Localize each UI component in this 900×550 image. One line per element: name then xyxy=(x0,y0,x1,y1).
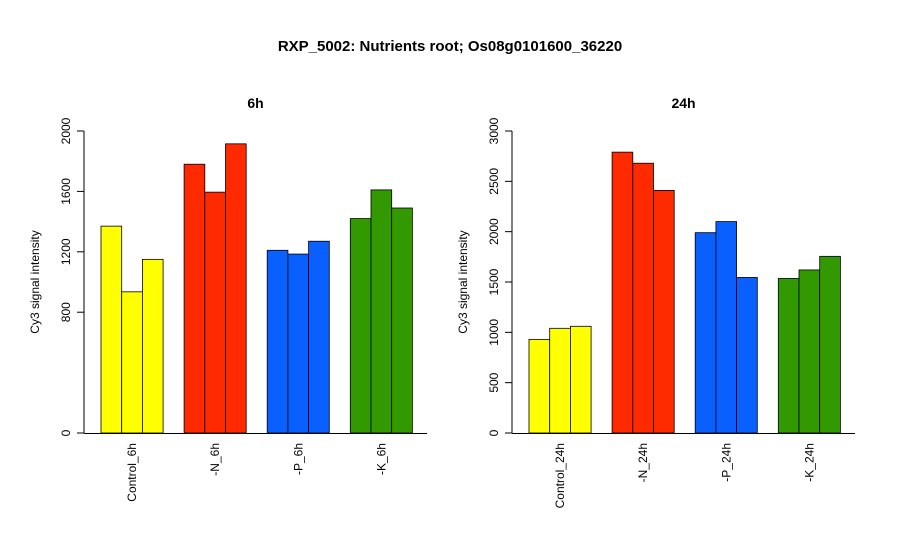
bar xyxy=(121,291,143,434)
bar xyxy=(183,163,206,434)
bar xyxy=(632,162,654,434)
bar xyxy=(653,189,675,434)
y-tick-label: 1600 xyxy=(59,178,73,205)
y-tick-label: 1000 xyxy=(487,319,501,346)
x-category-label: -K_6h xyxy=(374,443,388,475)
bar xyxy=(100,225,123,434)
bar xyxy=(694,232,717,434)
y-tick-label: 1200 xyxy=(59,238,73,265)
y-tick-label: 3000 xyxy=(487,117,501,144)
bar xyxy=(798,269,821,434)
bar xyxy=(819,255,841,434)
bar xyxy=(736,277,758,434)
bar xyxy=(549,327,571,434)
y-tick-label: 0 xyxy=(487,429,501,436)
bar xyxy=(391,207,413,434)
x-category-label: -K_24h xyxy=(802,443,816,482)
bar xyxy=(349,218,372,434)
x-category-label: -P_24h xyxy=(719,443,733,482)
bar xyxy=(287,253,309,434)
panel-title: 24h xyxy=(671,95,695,111)
y-axis-title: Cy3 signal intensity xyxy=(28,230,42,333)
y-tick-label: 1500 xyxy=(487,268,501,295)
bar xyxy=(715,221,738,434)
bar xyxy=(266,249,289,434)
y-tick-label: 2000 xyxy=(59,117,73,144)
bar xyxy=(570,325,592,434)
panel-title: 6h xyxy=(247,95,263,111)
y-tick-label: 0 xyxy=(59,429,73,436)
bar xyxy=(141,258,164,434)
y-tick-label: 2500 xyxy=(487,168,501,195)
bar xyxy=(528,338,551,434)
bar xyxy=(370,189,393,434)
x-category-label: Control_6h xyxy=(125,443,139,502)
y-tick-label: 500 xyxy=(487,372,501,392)
x-category-label: Control_24h xyxy=(553,443,567,508)
y-tick-label: 2000 xyxy=(487,218,501,245)
x-category-label: -N_24h xyxy=(636,443,650,482)
x-category-label: -P_6h xyxy=(291,443,305,475)
y-tick-label: 800 xyxy=(59,302,73,322)
bar xyxy=(777,278,800,434)
y-axis-title: Cy3 signal intensity xyxy=(456,230,470,333)
bar xyxy=(225,143,247,434)
bar xyxy=(204,191,226,434)
bar xyxy=(611,151,634,434)
figure-title: RXP_5002: Nutrients root; Os08g0101600_3… xyxy=(277,38,623,55)
bar xyxy=(308,240,330,434)
x-category-label: -N_6h xyxy=(208,443,222,476)
